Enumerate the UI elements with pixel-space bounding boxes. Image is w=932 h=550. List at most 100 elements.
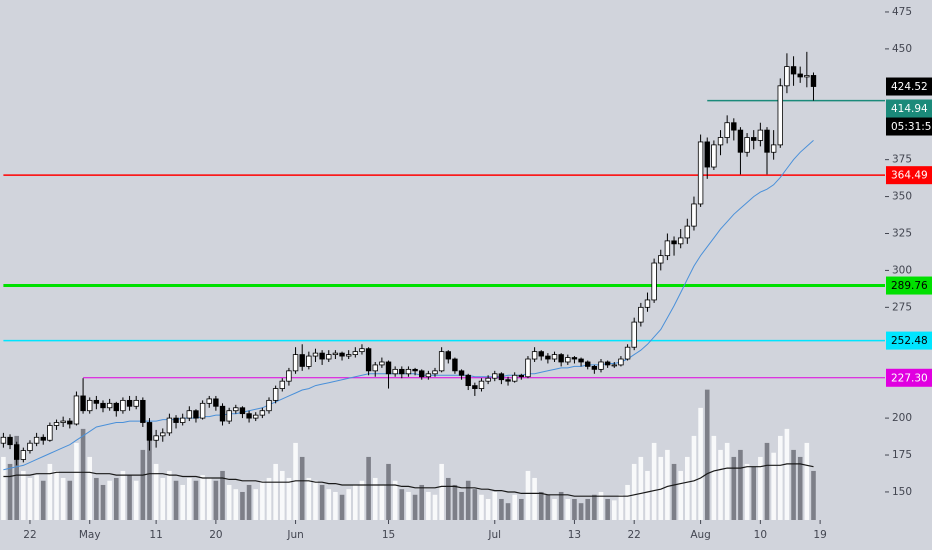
candle-body: [233, 407, 239, 412]
candle-body: [485, 377, 491, 382]
candle-body: [286, 370, 292, 382]
volume-bar: [771, 452, 776, 520]
volume-bar: [671, 463, 677, 520]
candle-body: [611, 364, 617, 367]
volume-bar: [685, 456, 690, 520]
volume-bar: [485, 498, 491, 520]
candle-body: [571, 357, 578, 360]
candle-body: [246, 413, 252, 419]
candle-body: [80, 395, 86, 412]
volume-bar: [631, 463, 637, 520]
candle-body: [432, 370, 438, 375]
last-price-badge-bg: [886, 77, 932, 96]
candle-body: [219, 405, 226, 422]
volume-bar: [412, 494, 418, 520]
candle-body: [598, 361, 604, 370]
candle-body: [664, 240, 671, 257]
candle-body: [737, 129, 744, 153]
volume-bar: [107, 480, 112, 520]
volume-bar: [80, 428, 86, 520]
volume-bar: [419, 484, 425, 520]
volume-bar: [326, 489, 332, 520]
level-badge: 364.49: [891, 170, 928, 182]
candle-body: [199, 402, 206, 419]
candle-body: [179, 417, 186, 423]
candle-body: [153, 435, 159, 441]
volume-bar: [578, 503, 584, 520]
candle-body: [671, 240, 677, 245]
volume-bar: [538, 491, 544, 520]
volume-bar: [565, 498, 571, 520]
volume-bar: [313, 480, 318, 520]
volume-bar: [266, 477, 272, 520]
volume-bar: [432, 494, 438, 520]
volume-bar: [306, 477, 312, 520]
volume-bar: [452, 484, 458, 520]
level-badge: 252.48: [891, 335, 928, 347]
volume-bar: [784, 428, 790, 520]
volume-bar: [60, 477, 66, 520]
volume-bar: [299, 456, 305, 520]
candle-body: [312, 352, 319, 357]
candle-body: [166, 417, 173, 434]
volume-bar: [226, 484, 232, 520]
candle-body: [445, 351, 451, 360]
volume-bar: [406, 491, 411, 520]
candle-body: [425, 373, 432, 378]
candle-body: [697, 141, 704, 205]
candle-body: [160, 432, 166, 437]
candle-body: [106, 402, 113, 409]
volume-bar: [27, 477, 33, 520]
candle-body: [186, 410, 193, 419]
volume-bar: [359, 480, 365, 520]
level-badge: 289.76: [891, 280, 928, 292]
candle-body: [638, 306, 644, 323]
volume-bar: [279, 470, 285, 520]
candle-body: [73, 395, 80, 425]
candle-body: [770, 144, 777, 153]
volume-bar: [777, 435, 783, 520]
x-tick-label: 10: [754, 529, 767, 541]
candle-body: [452, 358, 458, 372]
volume-bar: [87, 456, 93, 520]
volume-bar: [372, 477, 378, 520]
level-badge: 414.94: [891, 103, 928, 115]
volume-bar: [160, 477, 166, 520]
candle-body: [804, 75, 810, 78]
candle-body: [465, 374, 471, 387]
candle-body: [13, 444, 20, 460]
candle-body: [731, 122, 737, 131]
candle-body: [565, 357, 571, 363]
volume-bar: [592, 494, 597, 520]
candle-body: [764, 129, 770, 153]
candle-body: [27, 442, 33, 451]
volume-bar: [797, 456, 803, 520]
volume-bar: [552, 498, 557, 520]
x-tick-label: Jul: [487, 529, 501, 541]
y-tick-label: 350: [892, 191, 912, 203]
volume-bar: [140, 449, 146, 520]
candle-body: [339, 352, 345, 357]
level-badge-bg: [886, 331, 932, 350]
volume-bar: [532, 477, 537, 520]
volume-bar: [645, 470, 650, 520]
level-badge-bg: [886, 99, 932, 118]
candle-body: [372, 364, 378, 372]
volume-bar: [558, 491, 564, 520]
volume-bar: [744, 463, 750, 520]
candle-body: [193, 410, 199, 419]
candle-body: [538, 351, 544, 357]
candle-body: [717, 137, 724, 146]
volume-bar: [718, 449, 723, 520]
candle-body: [365, 348, 372, 372]
volume-bar: [711, 435, 717, 520]
candle-body: [644, 299, 651, 308]
volume-bar: [585, 498, 591, 520]
candle-body: [173, 417, 179, 423]
volume-bar: [353, 484, 358, 520]
candle-body: [591, 366, 598, 370]
candle-body: [751, 137, 757, 141]
volume-bar: [738, 449, 743, 520]
candle-body: [272, 388, 279, 401]
last-price-badge: 424.52: [891, 81, 928, 93]
